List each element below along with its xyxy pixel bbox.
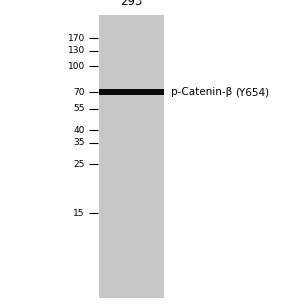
Text: 40: 40 bbox=[74, 126, 85, 135]
Text: 35: 35 bbox=[73, 138, 85, 147]
Text: 130: 130 bbox=[68, 46, 85, 55]
Text: 15: 15 bbox=[73, 209, 85, 218]
Text: 70: 70 bbox=[73, 87, 85, 97]
Bar bbox=[99, 15, 164, 298]
Text: 170: 170 bbox=[68, 34, 85, 43]
Text: 293: 293 bbox=[120, 0, 143, 8]
Text: 100: 100 bbox=[68, 61, 85, 71]
Bar bbox=[99, 89, 164, 95]
Text: 25: 25 bbox=[74, 160, 85, 169]
Text: p-Catenin-β: p-Catenin-β bbox=[171, 87, 232, 97]
Text: (Y654): (Y654) bbox=[235, 87, 269, 97]
Text: 55: 55 bbox=[73, 104, 85, 114]
